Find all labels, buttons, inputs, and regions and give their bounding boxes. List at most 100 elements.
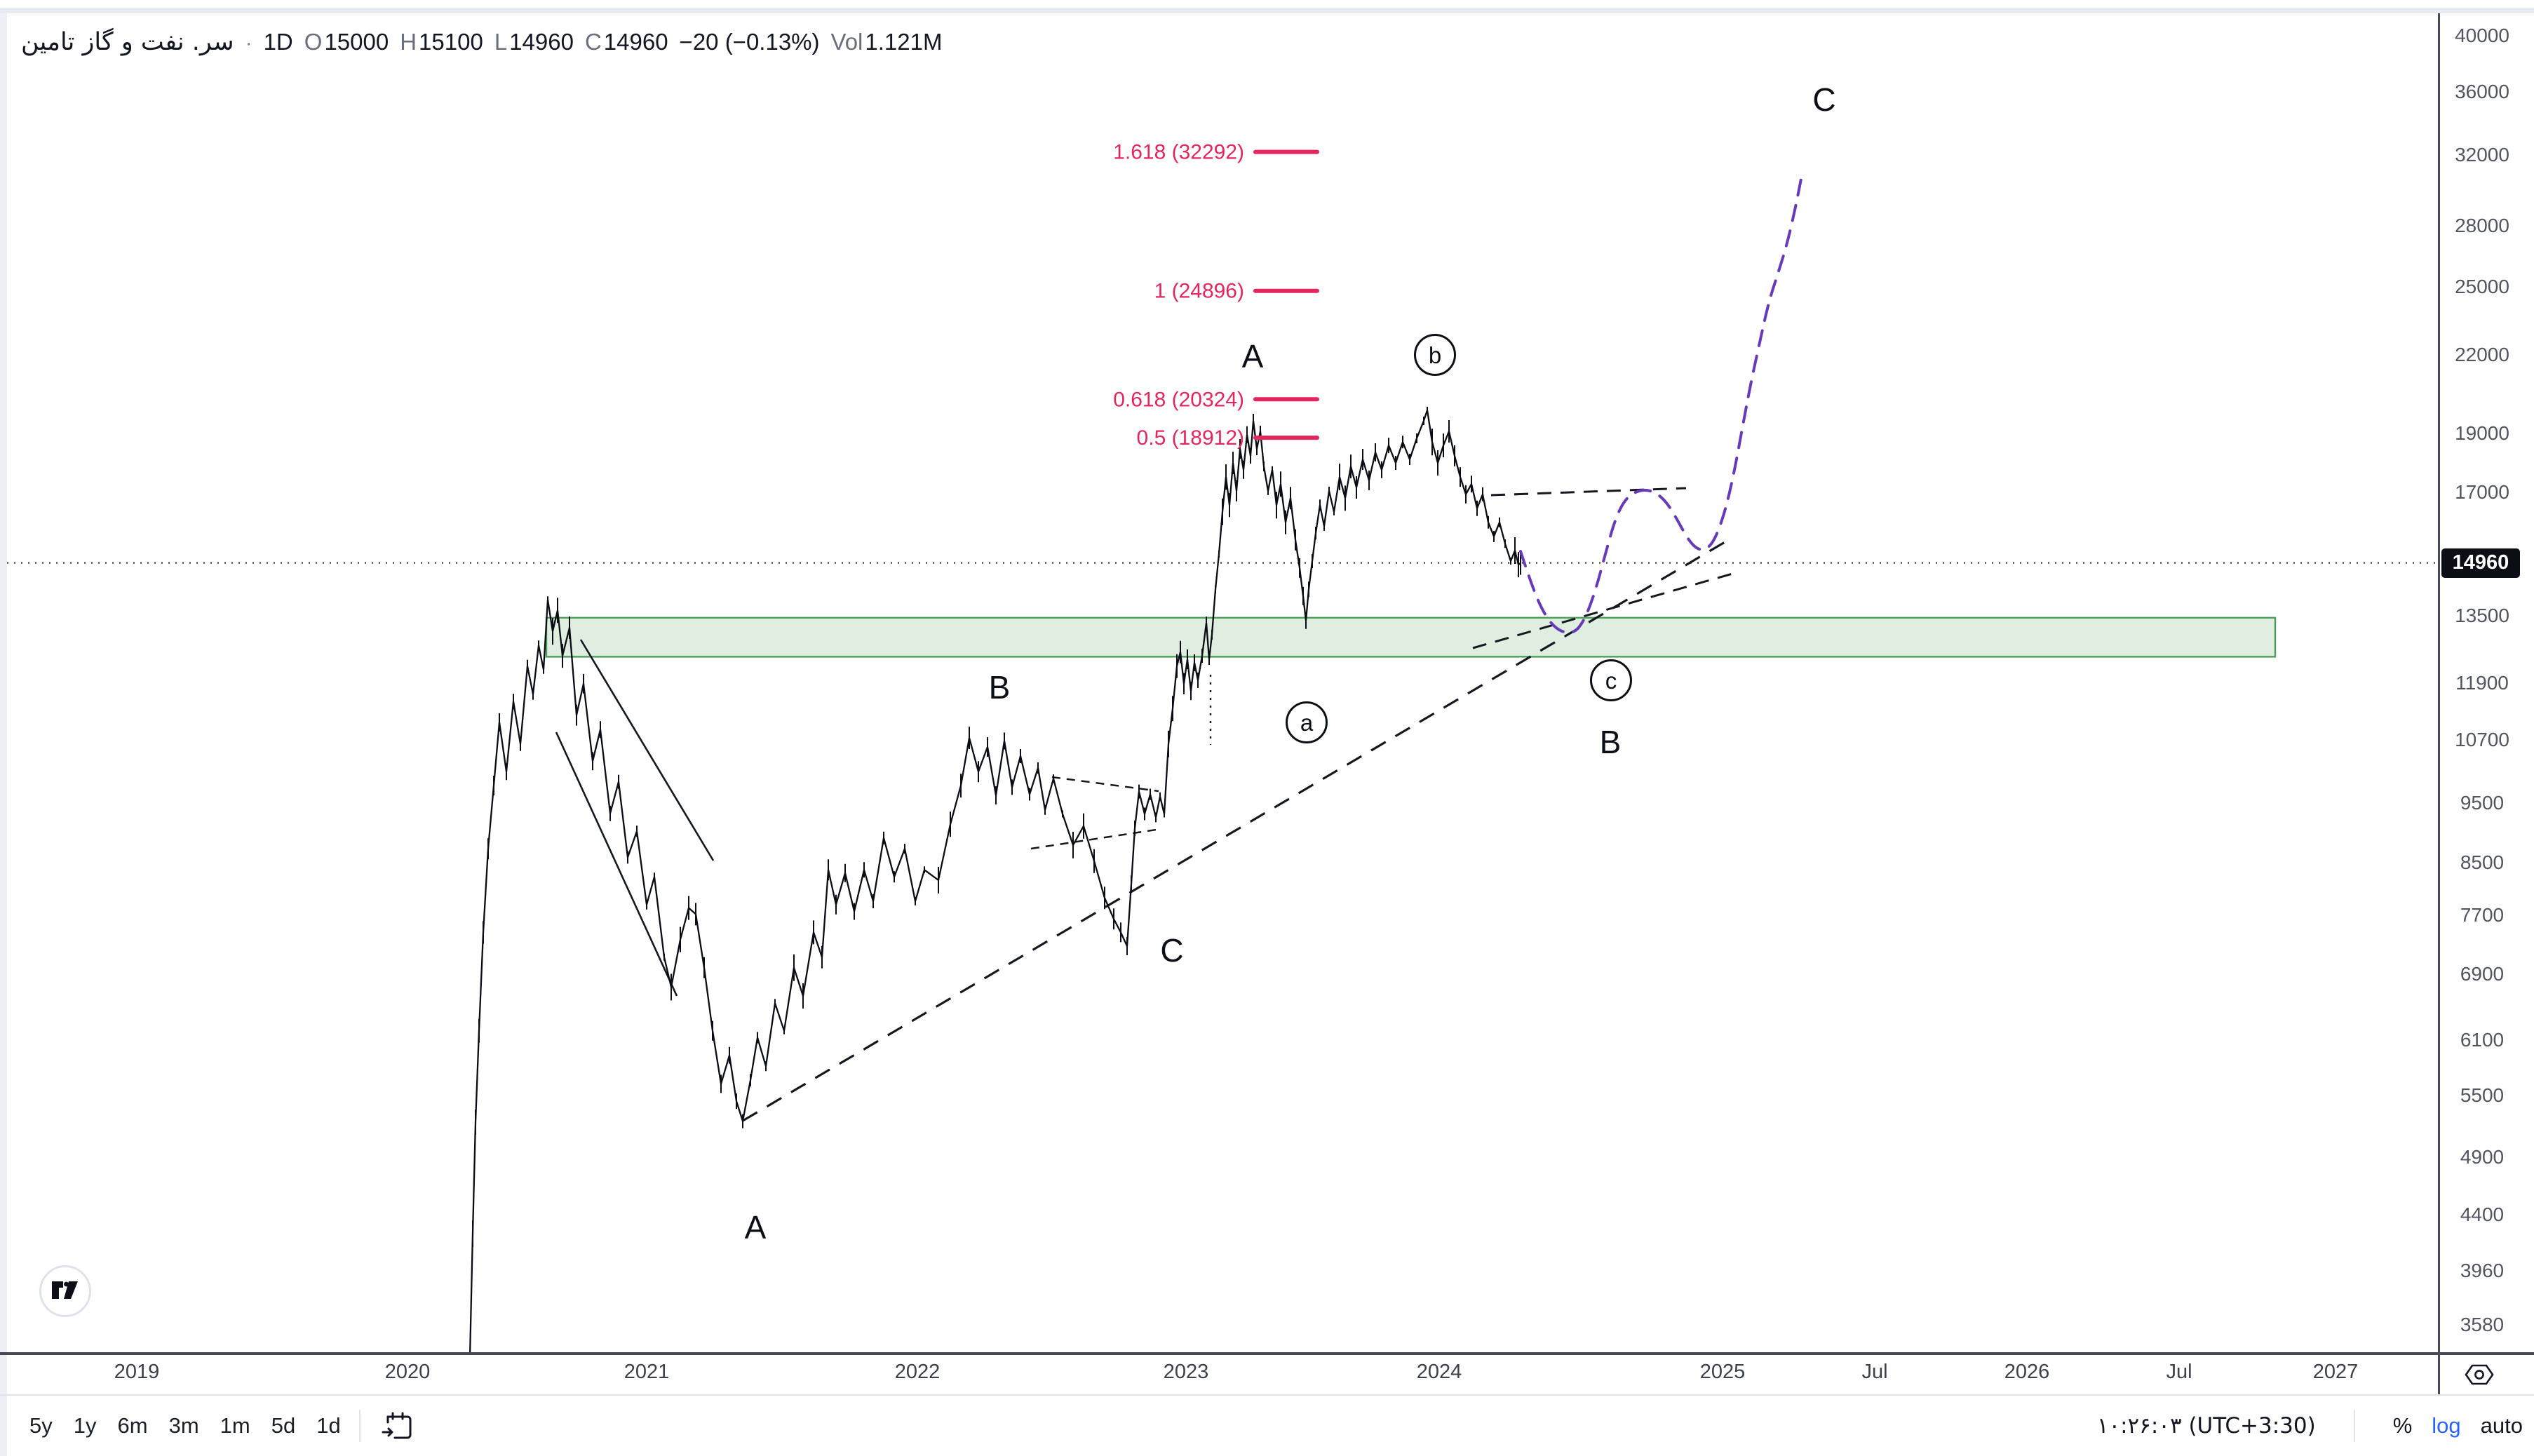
ohlc-close: C 14960	[585, 29, 668, 55]
price-tick-label: 22000	[2455, 343, 2509, 365]
consolidation-upper-dashed[interactable]	[1490, 487, 1687, 497]
time-tick-label: 2025	[1699, 1361, 1746, 1383]
price-tick-label: 4400	[2460, 1203, 2505, 1225]
ohlc-open: O 15000	[304, 29, 389, 55]
fib-level-label: 0.5 (18912)	[1137, 426, 1244, 450]
wave-c-circled[interactable]: c	[1590, 659, 1632, 701]
tradingview-logo[interactable]	[39, 1265, 91, 1317]
price-tick-label: 11900	[2455, 671, 2509, 694]
left-edge-strip	[0, 13, 7, 1456]
wave-C-mid[interactable]: C	[1160, 932, 1184, 969]
range-button-5y[interactable]: 5y	[29, 1413, 53, 1438]
price-scale-settings-icon[interactable]	[2455, 1358, 2504, 1391]
volume: Vol 1.121M	[831, 29, 943, 55]
volume-label: Vol	[830, 29, 863, 55]
wave-a-circled[interactable]: a	[1286, 701, 1328, 743]
toolbar-divider	[358, 1410, 360, 1442]
log-scale-button[interactable]: log	[2432, 1413, 2461, 1438]
price-tick-label: 3960	[2460, 1259, 2505, 1281]
time-axis[interactable]: 2019 2020 2021 2022 2023 2024 2025 Jul 2026 Jul 20…	[0, 1355, 2438, 1394]
volume-value: 1.121M	[865, 29, 943, 55]
low-label: L	[494, 29, 508, 55]
fib-level-label: 0.618 (20324)	[1113, 388, 1244, 411]
toolbar-right-cluster: ۱۰:۲۶:۰۳ (UTC+3:30) % log auto	[2097, 1396, 2523, 1456]
symbol-title[interactable]: سر. نفت و گاز تامین	[21, 28, 234, 56]
price-axis[interactable]: 40000 36000 32000 28000 25000 22000 19000 17000…	[2440, 13, 2534, 1354]
ohlc-low: L 14960	[494, 29, 574, 55]
time-tick-label: 2019	[114, 1361, 160, 1383]
price-bars	[472, 406, 1521, 1248]
price-tick-label: 6900	[2460, 962, 2505, 985]
price-tick-label: 5500	[2460, 1084, 2505, 1106]
wave-B-right[interactable]: B	[1599, 724, 1622, 760]
top-edge-strip	[0, 8, 2534, 13]
price-tick-label: 40000	[2455, 24, 2509, 46]
symbol-legend: سر. نفت و گاز تامین · 1D O 15000 H 15100 L…	[21, 28, 942, 56]
toolbar-border	[0, 1394, 2534, 1396]
range-button-3m[interactable]: 3m	[168, 1413, 199, 1438]
go-to-date-button[interactable]	[379, 1408, 415, 1444]
wave-C-projected[interactable]: C	[1812, 81, 1836, 118]
time-tick-label: 2023	[1163, 1361, 1209, 1383]
price-tick-label: 28000	[2455, 215, 2509, 237]
price-tick-label: 9500	[2460, 792, 2505, 814]
close-label: C	[584, 29, 602, 55]
wave-A-top[interactable]: A	[1241, 338, 1264, 375]
timeframe-label[interactable]: 1D	[263, 29, 293, 55]
auto-scale-button[interactable]: auto	[2480, 1413, 2523, 1438]
time-tick-label: Jul	[2166, 1361, 2192, 1383]
price-tick-label: 19000	[2455, 422, 2509, 444]
price-tick-label: 4900	[2460, 1145, 2505, 1168]
price-tick-label: 17000	[2455, 481, 2509, 504]
calendar-icon	[382, 1412, 412, 1439]
chart-canvas[interactable]: 1.618 (32292) 1 (24896) 0.618 (20324) 0.5 (…	[0, 0, 2438, 1354]
price-tick-label: 10700	[2455, 728, 2509, 750]
channel-lower-line[interactable]	[555, 732, 678, 997]
range-button-1y[interactable]: 1y	[73, 1413, 97, 1438]
time-tick-label: Jul	[1861, 1361, 1888, 1383]
price-tick-label: 3580	[2460, 1313, 2505, 1335]
projection-wave-path[interactable]	[1519, 170, 1804, 634]
price-tick-label: 8500	[2460, 851, 2505, 874]
elliott-trendline-main[interactable]	[742, 538, 1730, 1122]
range-button-6m[interactable]: 6m	[117, 1413, 148, 1438]
time-tick-label: 2026	[2004, 1361, 2050, 1383]
price-tick-label: 6100	[2460, 1028, 2505, 1051]
range-button-1d[interactable]: 1d	[316, 1413, 341, 1438]
fib-level-label: 1 (24896)	[1154, 280, 1244, 303]
price-tick-label: 13500	[2455, 604, 2509, 626]
wave-b-circled[interactable]: b	[1414, 334, 1456, 376]
close-value: 14960	[603, 29, 668, 55]
time-tick-label: 2020	[384, 1361, 431, 1383]
tradingview-glyph-icon	[52, 1281, 78, 1299]
wave-B-left[interactable]: B	[988, 669, 1011, 706]
time-tick-label: 2021	[624, 1361, 670, 1383]
channel-upper-line[interactable]	[579, 639, 715, 861]
time-axis-border	[0, 1352, 2534, 1355]
price-axis-border	[2438, 13, 2440, 1396]
price-line	[469, 410, 1521, 1354]
pennant-lower-dashed[interactable]	[1030, 828, 1161, 850]
percent-scale-button[interactable]: %	[2392, 1413, 2413, 1438]
range-button-1m[interactable]: 1m	[220, 1413, 250, 1438]
toolbar-divider-right	[2353, 1410, 2355, 1442]
range-button-5d[interactable]: 5d	[271, 1413, 296, 1438]
hexagon-eye-icon	[2465, 1364, 2494, 1385]
open-value: 15000	[324, 29, 389, 55]
legend-separator: ·	[245, 32, 252, 55]
high-value: 15100	[419, 29, 483, 55]
fib-level-label: 1.618 (32292)	[1113, 141, 1244, 164]
bottom-toolbar: 5y 1y 6m 3m 1m 5d 1d ۱۰:۲۶:۰۳ (UTC+3:30) % log…	[0, 1396, 2534, 1456]
pennant-upper-dashed[interactable]	[1051, 776, 1159, 793]
time-tick-label: 2027	[2312, 1361, 2359, 1383]
clock-label[interactable]: ۱۰:۲۶:۰۳ (UTC+3:30)	[2096, 1413, 2316, 1438]
low-value: 14960	[509, 29, 574, 55]
price-tick-label: 7700	[2460, 904, 2505, 926]
high-label: H	[400, 29, 417, 55]
change-value: −20 (−0.13%)	[679, 29, 820, 55]
date-range-buttons: 5y 1y 6m 3m 1m 5d 1d	[29, 1413, 341, 1438]
wave-A-bottom[interactable]: A	[744, 1209, 767, 1246]
support-zone-rect[interactable]	[545, 616, 2277, 658]
time-tick-label: 2022	[894, 1361, 941, 1383]
